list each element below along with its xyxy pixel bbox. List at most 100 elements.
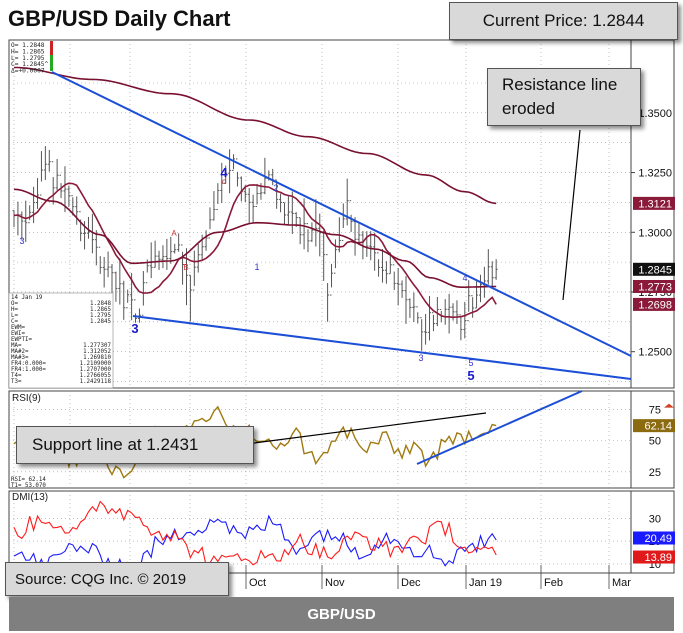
price-bar (380, 249, 384, 283)
price-bar (86, 216, 90, 239)
dmi-minus-line (13, 500, 497, 567)
price-bar (486, 249, 490, 285)
price-bar (114, 271, 118, 302)
price-bar (318, 213, 322, 257)
price-bar (416, 306, 420, 324)
wave-label: 3 (418, 353, 423, 363)
price-bar (212, 191, 216, 221)
price-bar (134, 299, 138, 323)
ma-short-line (13, 182, 497, 319)
rsi-tick-label: 25 (649, 467, 661, 479)
price-bar (404, 276, 408, 324)
x-axis-label: Jan 19 (469, 577, 502, 589)
price-bar (220, 162, 224, 204)
price-bar (55, 159, 59, 191)
price-bar (357, 223, 361, 246)
data-panel-line: EWM= (11, 325, 25, 331)
price-bar (475, 281, 479, 309)
price-bar (326, 254, 330, 322)
price-bar (20, 211, 24, 240)
data-panel-key: C= (11, 319, 18, 325)
support-callout: Support line at 1.2431 (16, 426, 254, 464)
wave-label: 3 (131, 321, 138, 336)
price-bar (36, 178, 40, 209)
price-bar (330, 263, 334, 296)
price-bar (106, 251, 110, 278)
wave-label: 5 (467, 368, 474, 383)
price-bar (428, 295, 432, 341)
price-bar (122, 280, 126, 320)
data-panel-key: MA= (11, 343, 22, 349)
top-info-marker-green (50, 55, 53, 71)
data-panel-key: FR4:0.000= (11, 361, 46, 367)
price-bar (141, 271, 145, 316)
price-bar (157, 250, 161, 270)
price-bar (420, 317, 424, 351)
wave-label: B (183, 263, 188, 272)
price-bar (412, 292, 416, 322)
price-bar (408, 298, 412, 318)
price-bar (204, 230, 208, 251)
price-bar (467, 280, 471, 322)
footer-bar: GBP/USD (9, 597, 674, 631)
x-axis-label: Nov (325, 577, 345, 589)
price-tick-label: 1.3250 (638, 168, 672, 180)
data-panel-key: T3= (11, 379, 22, 385)
top-ohlc-line: Δ=+0.0007 (11, 68, 45, 75)
price-bar (192, 250, 196, 291)
wave-label: 4 (462, 273, 467, 283)
data-panel-value: 1.2795 (90, 313, 111, 319)
price-tag-label: 1.2845 (638, 264, 672, 276)
price-tag-label: 1.2698 (638, 299, 672, 311)
ma-medium-line (13, 188, 497, 288)
data-panel-value: 1.2429118 (80, 379, 112, 385)
ma-long-line (14, 66, 497, 205)
x-axis-label: Dec (401, 577, 421, 589)
price-tag-box (633, 297, 675, 311)
wave-label: 3 (19, 236, 24, 246)
data-panel-value: 1.2707000 (80, 367, 112, 373)
price-bar (255, 184, 259, 208)
price-bar (24, 200, 28, 242)
price-bar (71, 195, 75, 216)
data-panel-key: MA#3= (11, 355, 29, 361)
data-panel-key: MA#2= (11, 349, 29, 355)
price-bar (102, 256, 106, 288)
top-ohlc-line: C= 1.2845^ (11, 61, 49, 68)
price-bar (424, 313, 428, 345)
x-axis-label: Mar (612, 577, 631, 589)
dmi-tick-label: 30 (649, 513, 661, 525)
price-bar (51, 161, 55, 205)
price-bar (279, 193, 283, 213)
rsi-info-line: RSI= 62.14 (11, 477, 46, 483)
price-bar (188, 274, 192, 322)
data-panel-value: 1.2865 (90, 307, 111, 313)
wave-label: 5 (468, 358, 473, 368)
data-panel-line: 14 Jan 19 (11, 295, 43, 301)
data-panel-value: 1.2848 (90, 301, 111, 307)
price-bar (333, 239, 337, 274)
price-bar (145, 259, 149, 284)
dmi-tag-box (633, 531, 675, 545)
rsi-divergence-line (253, 412, 487, 444)
wave-label: 1 (254, 262, 259, 272)
price-bar (75, 196, 79, 225)
resistance-callout: Resistance line eroded (487, 68, 641, 126)
price-bar (459, 314, 463, 341)
data-panel-box (8, 292, 114, 389)
price-bar (392, 264, 396, 291)
price-bar (32, 186, 36, 224)
rsi-tick-label: 75 (649, 405, 661, 417)
price-tick-label: 1.3000 (638, 227, 672, 239)
price-bar (494, 259, 498, 280)
price-bar (39, 151, 43, 196)
dmi-tag-label: 13.89 (644, 552, 672, 564)
price-bar (490, 261, 494, 287)
price-bar (478, 274, 482, 303)
price-bar (275, 179, 279, 209)
price-bar (173, 243, 177, 254)
price-bar (216, 183, 220, 210)
price-tag-box (633, 262, 675, 276)
price-bar (377, 252, 381, 277)
wave-label: A (171, 229, 177, 238)
